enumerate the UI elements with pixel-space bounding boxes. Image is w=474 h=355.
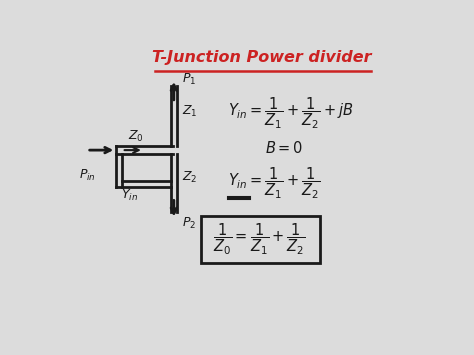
Text: $\dfrac{1}{Z_0} = \dfrac{1}{Z_1} + \dfrac{1}{Z_2}$: $\dfrac{1}{Z_0} = \dfrac{1}{Z_1} + \dfra… xyxy=(213,222,306,257)
Text: $Z_0$: $Z_0$ xyxy=(128,129,144,144)
Text: $B = 0$: $B = 0$ xyxy=(265,140,303,156)
Text: $P_{in}$: $P_{in}$ xyxy=(80,168,96,183)
Text: $Y_{in} = \dfrac{1}{Z_1} + \dfrac{1}{Z_2}$: $Y_{in} = \dfrac{1}{Z_1} + \dfrac{1}{Z_2… xyxy=(228,165,320,201)
Text: $Z_2$: $Z_2$ xyxy=(182,170,198,185)
Text: T-Junction Power divider: T-Junction Power divider xyxy=(152,50,371,65)
Text: $P_2$: $P_2$ xyxy=(182,215,196,230)
Text: $Y_{in}$: $Y_{in}$ xyxy=(120,188,137,203)
Text: $Z_1$: $Z_1$ xyxy=(182,104,198,119)
Bar xyxy=(201,216,320,263)
Text: $Y_{in} = \dfrac{1}{Z_1} + \dfrac{1}{Z_2} + jB$: $Y_{in} = \dfrac{1}{Z_1} + \dfrac{1}{Z_2… xyxy=(228,96,354,131)
Text: $P_1$: $P_1$ xyxy=(182,71,197,87)
